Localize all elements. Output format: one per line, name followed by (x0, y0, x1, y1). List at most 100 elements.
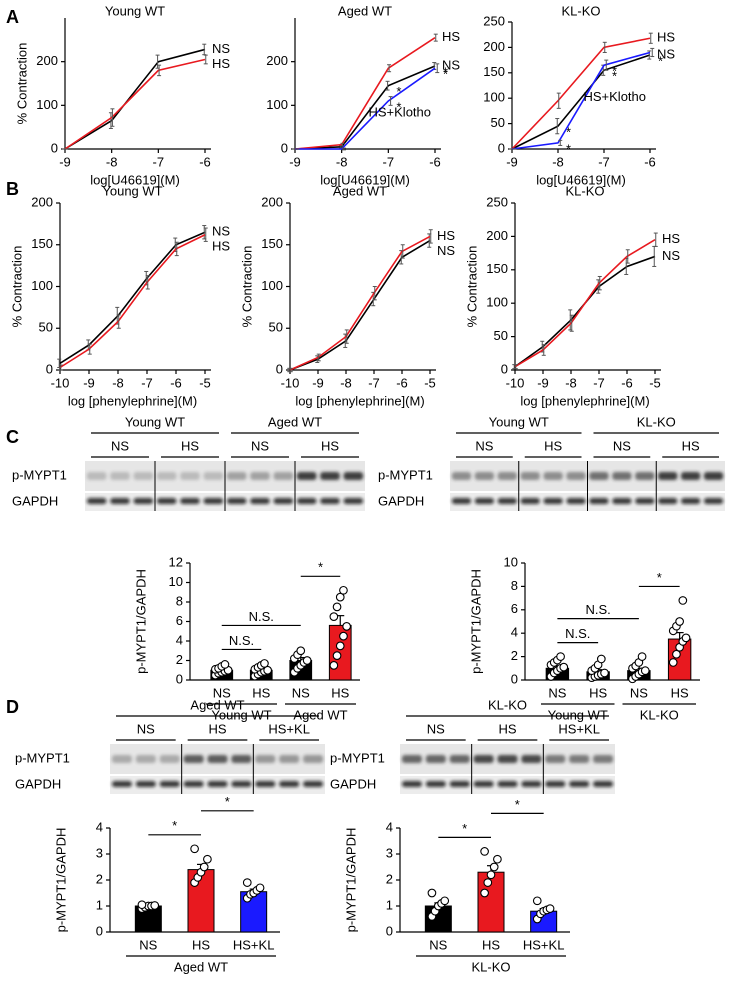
significance-label: * (318, 560, 323, 575)
y-tick-label: 2 (96, 871, 103, 886)
lane-label: NS (475, 438, 493, 453)
blot-band (703, 498, 724, 504)
blot-band (401, 755, 422, 763)
blot-band (255, 781, 276, 787)
series-line (514, 255, 656, 368)
y-tick-label: 100 (31, 278, 53, 293)
series-label: NS (442, 57, 460, 72)
blot-band (183, 781, 204, 787)
lane-label: HS+KL (558, 721, 600, 736)
blot-group-label: Young WT (489, 414, 549, 429)
blot-band (159, 755, 180, 763)
y-axis-label: % Contraction (239, 246, 254, 328)
error-bar (110, 108, 115, 127)
series-line (64, 48, 206, 150)
blot-band (566, 472, 586, 480)
y-tick-label: 10 (504, 554, 518, 569)
x-tick-label: -5 (424, 375, 436, 390)
group-label: Young WT (548, 707, 608, 722)
x-axis-label: log [phenylephrine](M) (68, 393, 197, 408)
significance-label: * (657, 570, 662, 585)
error-bar (558, 139, 563, 146)
blot-band (296, 472, 317, 480)
x-tick-label: -5 (649, 375, 661, 390)
y-tick-label: 0 (276, 361, 283, 376)
error-bar (650, 47, 655, 58)
blot-band (497, 781, 518, 787)
x-tick-label: -9 (537, 375, 549, 390)
x-axis-label: log[U46619](M) (90, 172, 180, 187)
significance-label: * (462, 821, 467, 836)
error-bar (341, 147, 346, 151)
lane-label: HS (544, 438, 562, 453)
data-point (675, 617, 684, 626)
series-label: HS+Klotho (368, 105, 431, 120)
error-bar (653, 232, 658, 247)
data-point (339, 631, 348, 641)
y-tick-label: 3 (386, 845, 393, 860)
y-axis-label: % Contraction (14, 43, 29, 125)
x-tick-label: -7 (383, 154, 395, 169)
data-point (427, 888, 437, 898)
blot-row-label: GAPDH (12, 493, 58, 508)
blot-band (343, 472, 364, 480)
x-tick-label: -7 (368, 375, 380, 390)
blot-band (250, 498, 270, 504)
y-tick-label: 50 (39, 320, 53, 335)
blot-band (296, 498, 317, 504)
error-bar (116, 314, 121, 329)
blot-band (303, 781, 324, 787)
blot-band (180, 472, 200, 480)
error-bar (344, 329, 349, 344)
series-label: NS (657, 46, 675, 61)
data-point (545, 904, 555, 913)
blot-band (159, 781, 180, 787)
y-tick-label: 50 (269, 320, 283, 335)
lane-label: NS (251, 438, 269, 453)
y-tick-label: 10 (169, 574, 183, 589)
data-point (137, 900, 147, 910)
significance-label: * (225, 794, 230, 809)
data-point (332, 651, 342, 660)
error-bar (556, 92, 561, 109)
data-point (260, 659, 269, 668)
blot-band (279, 781, 300, 787)
data-point (483, 878, 493, 887)
significance-label: * (612, 69, 617, 84)
blot-band (86, 498, 107, 504)
data-point (532, 896, 542, 906)
blot-band (612, 472, 632, 480)
y-tick-label: 0 (96, 923, 103, 938)
data-point (329, 661, 339, 670)
error-bar (604, 59, 609, 71)
x-tick-label: NS (548, 685, 566, 700)
blot-band (569, 781, 590, 787)
error-bar (385, 80, 390, 91)
error-bar (87, 343, 92, 355)
y-tick-label: 200 (483, 39, 505, 54)
blot-band (135, 755, 156, 763)
series-label: NS (212, 224, 230, 239)
y-tick-label: 250 (483, 13, 505, 28)
data-point (335, 641, 345, 651)
blot-band (207, 755, 228, 763)
x-tick-label: -6 (621, 375, 633, 390)
blot-band (425, 781, 446, 787)
y-tick-label: 2 (511, 648, 518, 663)
series-label: HS (662, 231, 680, 246)
error-bar (372, 286, 377, 301)
data-point (199, 862, 209, 872)
y-tick-label: 100 (266, 97, 288, 112)
series-label: HS (212, 56, 230, 71)
error-bar (597, 275, 602, 291)
blot-band (320, 498, 340, 504)
blot-band (401, 781, 422, 787)
x-tick-label: HS (589, 685, 607, 700)
series-line (289, 235, 431, 371)
blot-band (110, 472, 130, 480)
data-point (329, 612, 339, 621)
blot-band (520, 472, 540, 480)
y-tick-label: 0 (386, 923, 393, 938)
blot-row-label: p-MYPT1 (330, 750, 385, 765)
data-point (263, 665, 273, 675)
